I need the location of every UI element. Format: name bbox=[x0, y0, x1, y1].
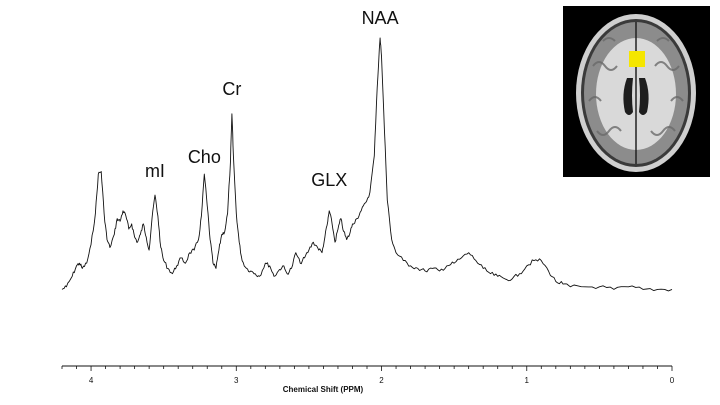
roi-voxel-marker bbox=[629, 51, 645, 67]
x-tick-label: 0 bbox=[670, 376, 675, 385]
peak-label-cr: Cr bbox=[222, 79, 241, 99]
peak-labels: mI Cho Cr GLX NAA bbox=[145, 8, 399, 190]
mri-brain-inset-image bbox=[563, 6, 710, 177]
peak-label-glx: GLX bbox=[311, 170, 347, 190]
plot-area bbox=[61, 37, 673, 292]
x-tick-label: 4 bbox=[89, 376, 94, 385]
x-axis: 4 3 2 1 0 Chemical Shift (PPM) bbox=[61, 365, 675, 394]
spectrum-series-line bbox=[61, 37, 673, 292]
x-axis-title: Chemical Shift (PPM) bbox=[283, 385, 364, 394]
x-tick-label: 3 bbox=[234, 376, 239, 385]
x-tick-label: 2 bbox=[379, 376, 384, 385]
x-tick-label: 1 bbox=[525, 376, 530, 385]
x-ticks: 4 3 2 1 0 bbox=[61, 366, 675, 385]
peak-label-naa: NAA bbox=[362, 8, 399, 28]
peak-label-cho: Cho bbox=[188, 147, 221, 167]
peak-label-mi: mI bbox=[145, 161, 165, 181]
